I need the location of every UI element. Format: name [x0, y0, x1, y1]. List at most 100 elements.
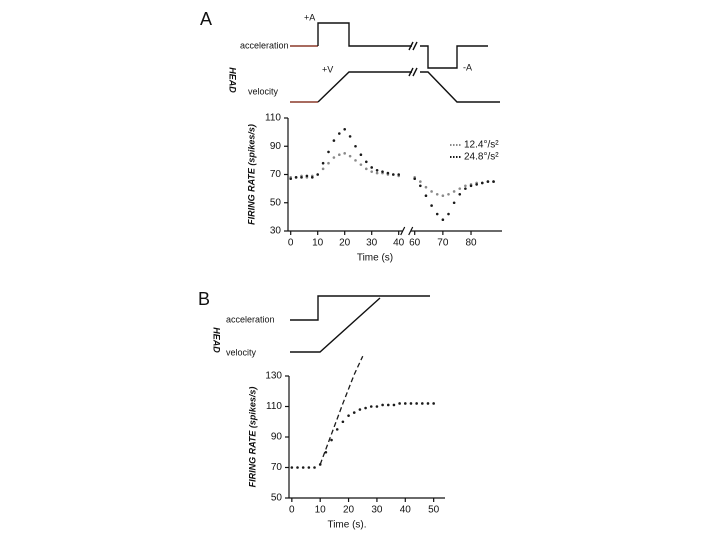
y-tick-label: 70 — [270, 169, 282, 180]
data-point — [358, 408, 362, 411]
data-point — [375, 405, 379, 408]
data-point — [375, 168, 379, 172]
data-point — [343, 152, 347, 155]
data-point — [426, 402, 430, 405]
data-point — [343, 128, 347, 131]
data-point — [397, 173, 401, 176]
x-tick-label: 10 — [315, 505, 327, 516]
data-point — [419, 180, 422, 183]
data-point — [458, 192, 462, 196]
data-point — [370, 170, 374, 173]
annotation: +A — [304, 12, 315, 22]
data-point — [369, 405, 373, 408]
data-point — [403, 402, 407, 405]
velocity-label: velocity — [248, 86, 279, 96]
break-mark — [408, 67, 418, 77]
data-point — [321, 161, 325, 165]
data-point — [430, 190, 433, 193]
data-point — [327, 150, 330, 154]
data-point — [352, 411, 356, 414]
legend-label: 12.4°/s² — [464, 140, 499, 151]
x-tick-label: 0 — [289, 505, 295, 516]
y-tick-label: 110 — [266, 401, 282, 412]
data-point — [398, 402, 401, 405]
data-point — [338, 132, 341, 135]
y-tick-label: 70 — [271, 462, 283, 473]
x-tick-label: 80 — [465, 238, 477, 249]
data-point — [447, 192, 450, 196]
acceleration-trace — [317, 22, 488, 69]
data-point — [359, 163, 363, 166]
data-point — [354, 144, 357, 148]
x-tick-label: 40 — [400, 505, 412, 516]
panel-label: B — [198, 289, 210, 309]
data-point — [313, 466, 316, 469]
data-point — [301, 466, 305, 469]
data-point — [341, 420, 345, 424]
data-point — [375, 171, 379, 175]
data-point — [421, 402, 424, 405]
dashed-line — [319, 355, 364, 465]
x-tick-label: 30 — [371, 505, 383, 516]
data-point — [348, 135, 352, 138]
data-point — [424, 194, 428, 197]
data-point — [475, 183, 478, 186]
acceleration-trace — [290, 295, 430, 321]
data-point — [321, 167, 325, 171]
x-tick-label: 10 — [312, 238, 324, 249]
data-point — [307, 466, 311, 469]
data-point — [464, 187, 467, 190]
data-point — [386, 403, 390, 407]
data-point — [338, 153, 341, 157]
data-point — [469, 184, 473, 188]
x-tick-label: 20 — [339, 238, 351, 249]
data-point — [486, 180, 490, 183]
data-point — [480, 181, 484, 185]
data-point — [359, 153, 363, 157]
y-tick-label: 50 — [270, 197, 282, 208]
velocity-label: velocity — [226, 347, 257, 357]
velocity-trace — [290, 297, 381, 353]
data-point — [424, 185, 428, 189]
data-point — [452, 190, 456, 193]
x-tick-label: 60 — [409, 238, 421, 249]
data-point — [332, 139, 336, 142]
data-point — [430, 204, 433, 207]
data-point — [386, 171, 390, 175]
data-point — [289, 177, 293, 181]
break-mark — [408, 41, 418, 51]
data-point — [365, 160, 368, 164]
x-axis-label: Time (s). — [327, 520, 366, 531]
annotation: +V — [322, 64, 333, 74]
x-tick-label: 30 — [366, 238, 378, 249]
y-tick-label: 90 — [271, 432, 283, 443]
x-tick-label: 40 — [393, 238, 405, 249]
head-label: HEAD — [212, 327, 222, 353]
legend-label: 24.8°/s² — [464, 152, 499, 163]
data-point — [381, 170, 384, 173]
data-point — [458, 187, 462, 190]
acceleration-label: acceleration — [226, 314, 275, 324]
x-tick-label: 20 — [343, 505, 355, 516]
data-point — [441, 194, 445, 197]
data-point — [311, 176, 314, 179]
data-point — [335, 428, 339, 431]
panel-label: A — [200, 9, 212, 29]
y-tick-label: 30 — [270, 226, 282, 237]
x-tick-label: 50 — [428, 505, 440, 516]
data-point — [392, 173, 395, 176]
data-point — [324, 450, 328, 454]
axis-break — [400, 226, 414, 236]
data-point — [327, 161, 330, 165]
data-point — [432, 402, 435, 405]
y-tick-label: 50 — [271, 493, 283, 504]
x-axis-label: Time (s) — [357, 253, 393, 264]
data-point — [332, 156, 336, 159]
data-point — [347, 414, 350, 417]
data-point — [413, 177, 417, 181]
velocity-trace — [317, 71, 500, 103]
data-point — [452, 201, 456, 205]
data-point — [435, 192, 439, 196]
x-tick-label: 70 — [437, 238, 449, 249]
data-point — [305, 174, 309, 178]
